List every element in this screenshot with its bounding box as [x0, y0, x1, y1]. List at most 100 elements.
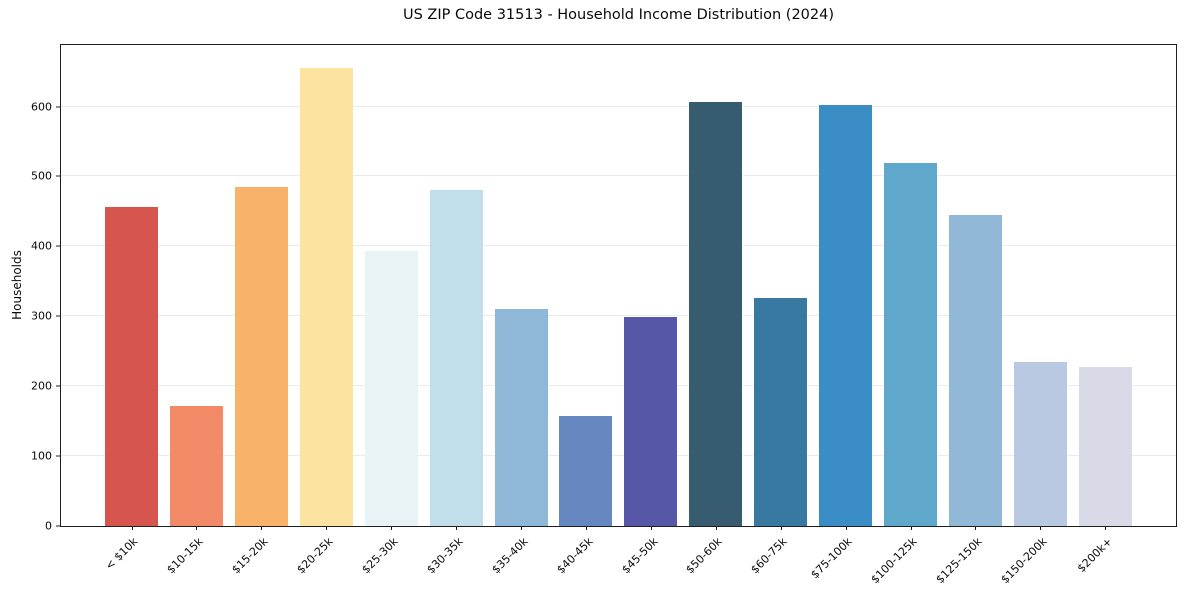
bar-slot: $35-40k — [489, 45, 548, 576]
x-tick-label: $150-200k — [998, 535, 1050, 587]
bar-slot: $40-45k — [554, 45, 613, 576]
y-tick-label: 300 — [31, 309, 52, 323]
y-tick-mark — [56, 455, 61, 457]
bar-slot: $200k+ — [1075, 45, 1132, 575]
bar-slot: $150-200k — [998, 45, 1067, 586]
x-tick-mark — [326, 526, 328, 530]
x-tick-mark — [131, 526, 133, 530]
chart-bar — [948, 214, 1002, 526]
bar-slot: $50-60k — [684, 45, 743, 576]
y-tick-mark — [56, 106, 61, 108]
x-tick-label: $40-45k — [553, 535, 596, 577]
gridline — [61, 175, 1176, 177]
bar-slot: $20-25k — [294, 45, 353, 576]
x-tick-mark — [521, 526, 523, 530]
x-tick-label-anchor: $20-25k — [281, 535, 335, 576]
x-tick-mark — [780, 526, 782, 530]
x-tick-label-anchor: $200k+ — [1062, 535, 1115, 575]
bar-slot: $30-35k — [424, 45, 483, 576]
chart-bar — [299, 68, 353, 526]
x-tick-label-anchor: $45-50k — [606, 535, 660, 576]
y-tick-mark — [56, 245, 61, 247]
x-tick-label: $30-35k — [424, 535, 466, 577]
chart-bar — [754, 298, 808, 526]
x-tick-label-anchor: $50-60k — [670, 535, 725, 576]
chart-bar — [429, 190, 483, 526]
x-tick-label: $20-25k — [294, 535, 336, 577]
x-tick-label: $100-125k — [868, 535, 920, 587]
chart-bar — [169, 406, 223, 526]
x-tick-mark — [391, 526, 393, 530]
x-tick-label-anchor: $35-40k — [476, 535, 530, 576]
x-tick-mark — [196, 526, 198, 530]
bars-row: < $10k $10-15k $15-20k $20-25k $25-30k $30-35… — [61, 45, 1176, 586]
x-tick-label: $50-60k — [683, 535, 725, 577]
bar-slot: $15-20k — [229, 45, 288, 576]
x-tick-label-anchor: $150-200k — [981, 535, 1049, 586]
y-tick-mark — [56, 175, 61, 177]
x-tick-label-anchor: $75-100k — [793, 535, 855, 581]
y-tick-mark — [56, 525, 61, 527]
x-tick-label: $25-30k — [359, 535, 401, 577]
bar-slot: $10-15k — [164, 45, 223, 576]
chart-bar — [884, 163, 938, 526]
x-tick-mark — [975, 526, 977, 530]
x-tick-label: $45-50k — [618, 535, 661, 577]
x-tick-mark — [585, 526, 587, 530]
chart-bar — [624, 316, 678, 526]
gridline — [61, 385, 1176, 387]
chart-bar — [494, 309, 548, 526]
gridline — [61, 455, 1176, 457]
chart-bar — [559, 415, 613, 526]
bar-slot: < $10k — [103, 45, 158, 573]
chart-bar — [689, 102, 743, 526]
bar-slot: $60-75k — [749, 45, 808, 576]
bar-slot: $75-100k — [809, 45, 873, 581]
y-axis-label: Households — [10, 250, 24, 320]
chart-bar — [1013, 361, 1067, 526]
chart-bar — [234, 186, 288, 526]
x-tick-label-anchor: $40-45k — [541, 535, 595, 576]
x-tick-label: $10-15k — [164, 535, 206, 577]
gridline — [61, 315, 1176, 317]
chart-title: US ZIP Code 31513 - Household Income Dis… — [402, 7, 835, 23]
x-tick-label: $200k+ — [1074, 535, 1115, 576]
x-tick-label-anchor: $100-125k — [851, 535, 920, 586]
y-tick-mark — [56, 385, 61, 387]
chart-bar — [1078, 367, 1132, 526]
y-tick-mark — [56, 315, 61, 317]
bar-slot: $45-50k — [619, 45, 678, 576]
y-tick-label: 0 — [45, 519, 52, 533]
y-tick-label: 200 — [31, 379, 52, 393]
x-tick-mark — [910, 526, 912, 530]
gridline — [61, 245, 1176, 247]
x-tick-mark — [1040, 526, 1042, 530]
x-tick-mark — [456, 526, 458, 530]
x-tick-label-anchor: $60-75k — [735, 535, 790, 576]
y-tick-label: 600 — [31, 100, 52, 114]
x-tick-label-anchor: < $10k — [91, 535, 141, 573]
bar-slot: $100-125k — [869, 45, 938, 586]
x-tick-label: $60-75k — [748, 535, 790, 577]
x-tick-label-anchor: $30-35k — [411, 535, 465, 576]
plot-area: 0 100 200 300 400 500 600 < $10k $10-15k $15-20k… — [31, 44, 1177, 586]
x-tick-label: $75-100k — [808, 535, 855, 582]
gridline — [61, 105, 1176, 107]
x-tick-mark — [845, 526, 847, 530]
bar-slot: $25-30k — [359, 45, 418, 576]
x-tick-mark — [715, 526, 717, 530]
y-tick-label: 400 — [31, 239, 52, 253]
x-tick-mark — [650, 526, 652, 530]
x-tick-label: $15-20k — [229, 535, 271, 577]
chart-bar — [105, 206, 158, 526]
x-tick-mark — [261, 526, 263, 530]
x-tick-label-anchor: $125-150k — [916, 535, 985, 586]
x-tick-mark — [1105, 526, 1107, 530]
x-tick-label: $125-150k — [933, 535, 985, 587]
chart-bar — [364, 251, 418, 526]
y-tick-label: 100 — [31, 449, 52, 463]
x-tick-label: < $10k — [103, 535, 141, 573]
x-tick-label: $35-40k — [488, 535, 531, 577]
x-tick-label-anchor: $10-15k — [151, 535, 205, 576]
